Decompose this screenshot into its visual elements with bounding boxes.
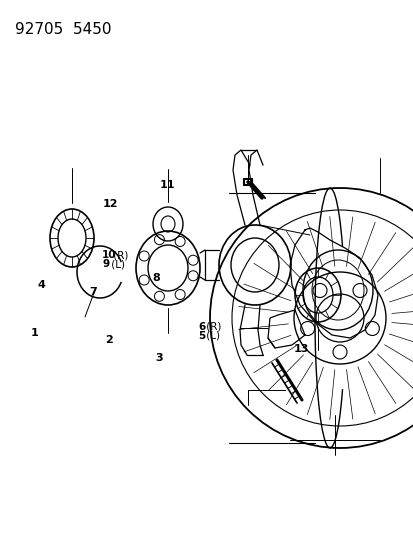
Text: 10: 10: [101, 251, 116, 260]
Text: (L): (L): [107, 260, 124, 269]
Text: 92705  5450: 92705 5450: [15, 22, 111, 37]
Text: (R): (R): [109, 251, 128, 260]
Text: 2: 2: [105, 335, 113, 344]
Text: 12: 12: [102, 199, 118, 208]
Text: 11: 11: [159, 181, 174, 190]
Text: 6: 6: [197, 322, 205, 332]
Text: 13: 13: [293, 344, 309, 354]
Text: 7: 7: [89, 287, 97, 297]
Text: 3: 3: [155, 353, 162, 363]
Text: (R): (R): [202, 322, 221, 332]
Text: (L): (L): [202, 331, 219, 341]
Text: 9: 9: [102, 260, 109, 269]
Text: 8: 8: [152, 273, 160, 282]
Text: 1: 1: [31, 328, 39, 338]
Text: 5: 5: [197, 331, 205, 341]
Text: 4: 4: [37, 280, 45, 290]
